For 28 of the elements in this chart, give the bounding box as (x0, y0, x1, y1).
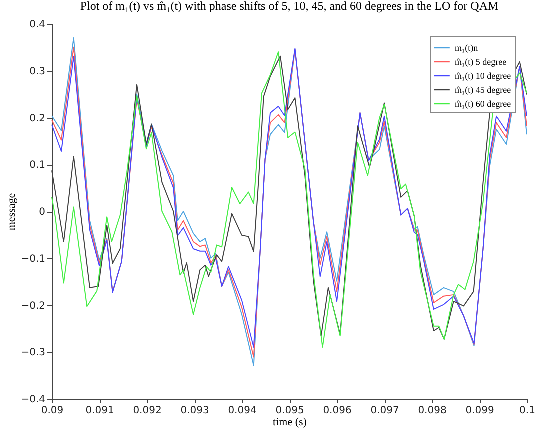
y-tick-label: 0.2 (30, 113, 46, 124)
chart-title: Plot of m₁(t) vs m̂₁(t) with phase shifts of 5, 10, 45, and 60 degrees in the LO for QAM (80, 0, 499, 13)
x-axis-title: time (s) (273, 416, 308, 428)
legend-label: m₁(t)n (455, 43, 479, 53)
y-tick-label: −0.3 (21, 348, 46, 359)
x-tick-label: 0.09 (41, 406, 64, 416)
legend-label: m̂₁(t) 60 degree (455, 99, 512, 109)
legend-label: m̂₁(t) 5 degree (455, 57, 507, 67)
x-tick-label: 0.098 (418, 406, 447, 416)
x-tick-label: 0.095 (276, 406, 304, 416)
y-tick-label: −0.4 (21, 394, 46, 406)
y-tick-label: 0.3 (30, 66, 46, 78)
x-tick-label: 0.097 (370, 406, 400, 416)
x-tick-label: 0.1 (520, 406, 536, 416)
x-tick-label: 0.096 (323, 406, 352, 416)
x-tick-label: 0.094 (228, 406, 257, 416)
y-axis-title: message (6, 193, 18, 231)
y-tick-label: −0.1 (21, 254, 46, 265)
x-tick-label: 0.093 (180, 406, 210, 416)
legend-label: m̂₁(t) 10 degree (455, 71, 512, 81)
x-tick-label: 0.099 (466, 406, 494, 416)
x-tick-label: 0.091 (86, 406, 114, 416)
y-tick-label: 0.4 (30, 20, 46, 30)
legend-label: m̂₁(t) 45 degree (455, 85, 512, 95)
y-tick-label: −0.2 (21, 300, 46, 312)
y-tick-label: 0 (39, 207, 46, 218)
y-tick-label: 0.1 (30, 160, 46, 172)
x-tick-label: 0.092 (133, 406, 162, 416)
